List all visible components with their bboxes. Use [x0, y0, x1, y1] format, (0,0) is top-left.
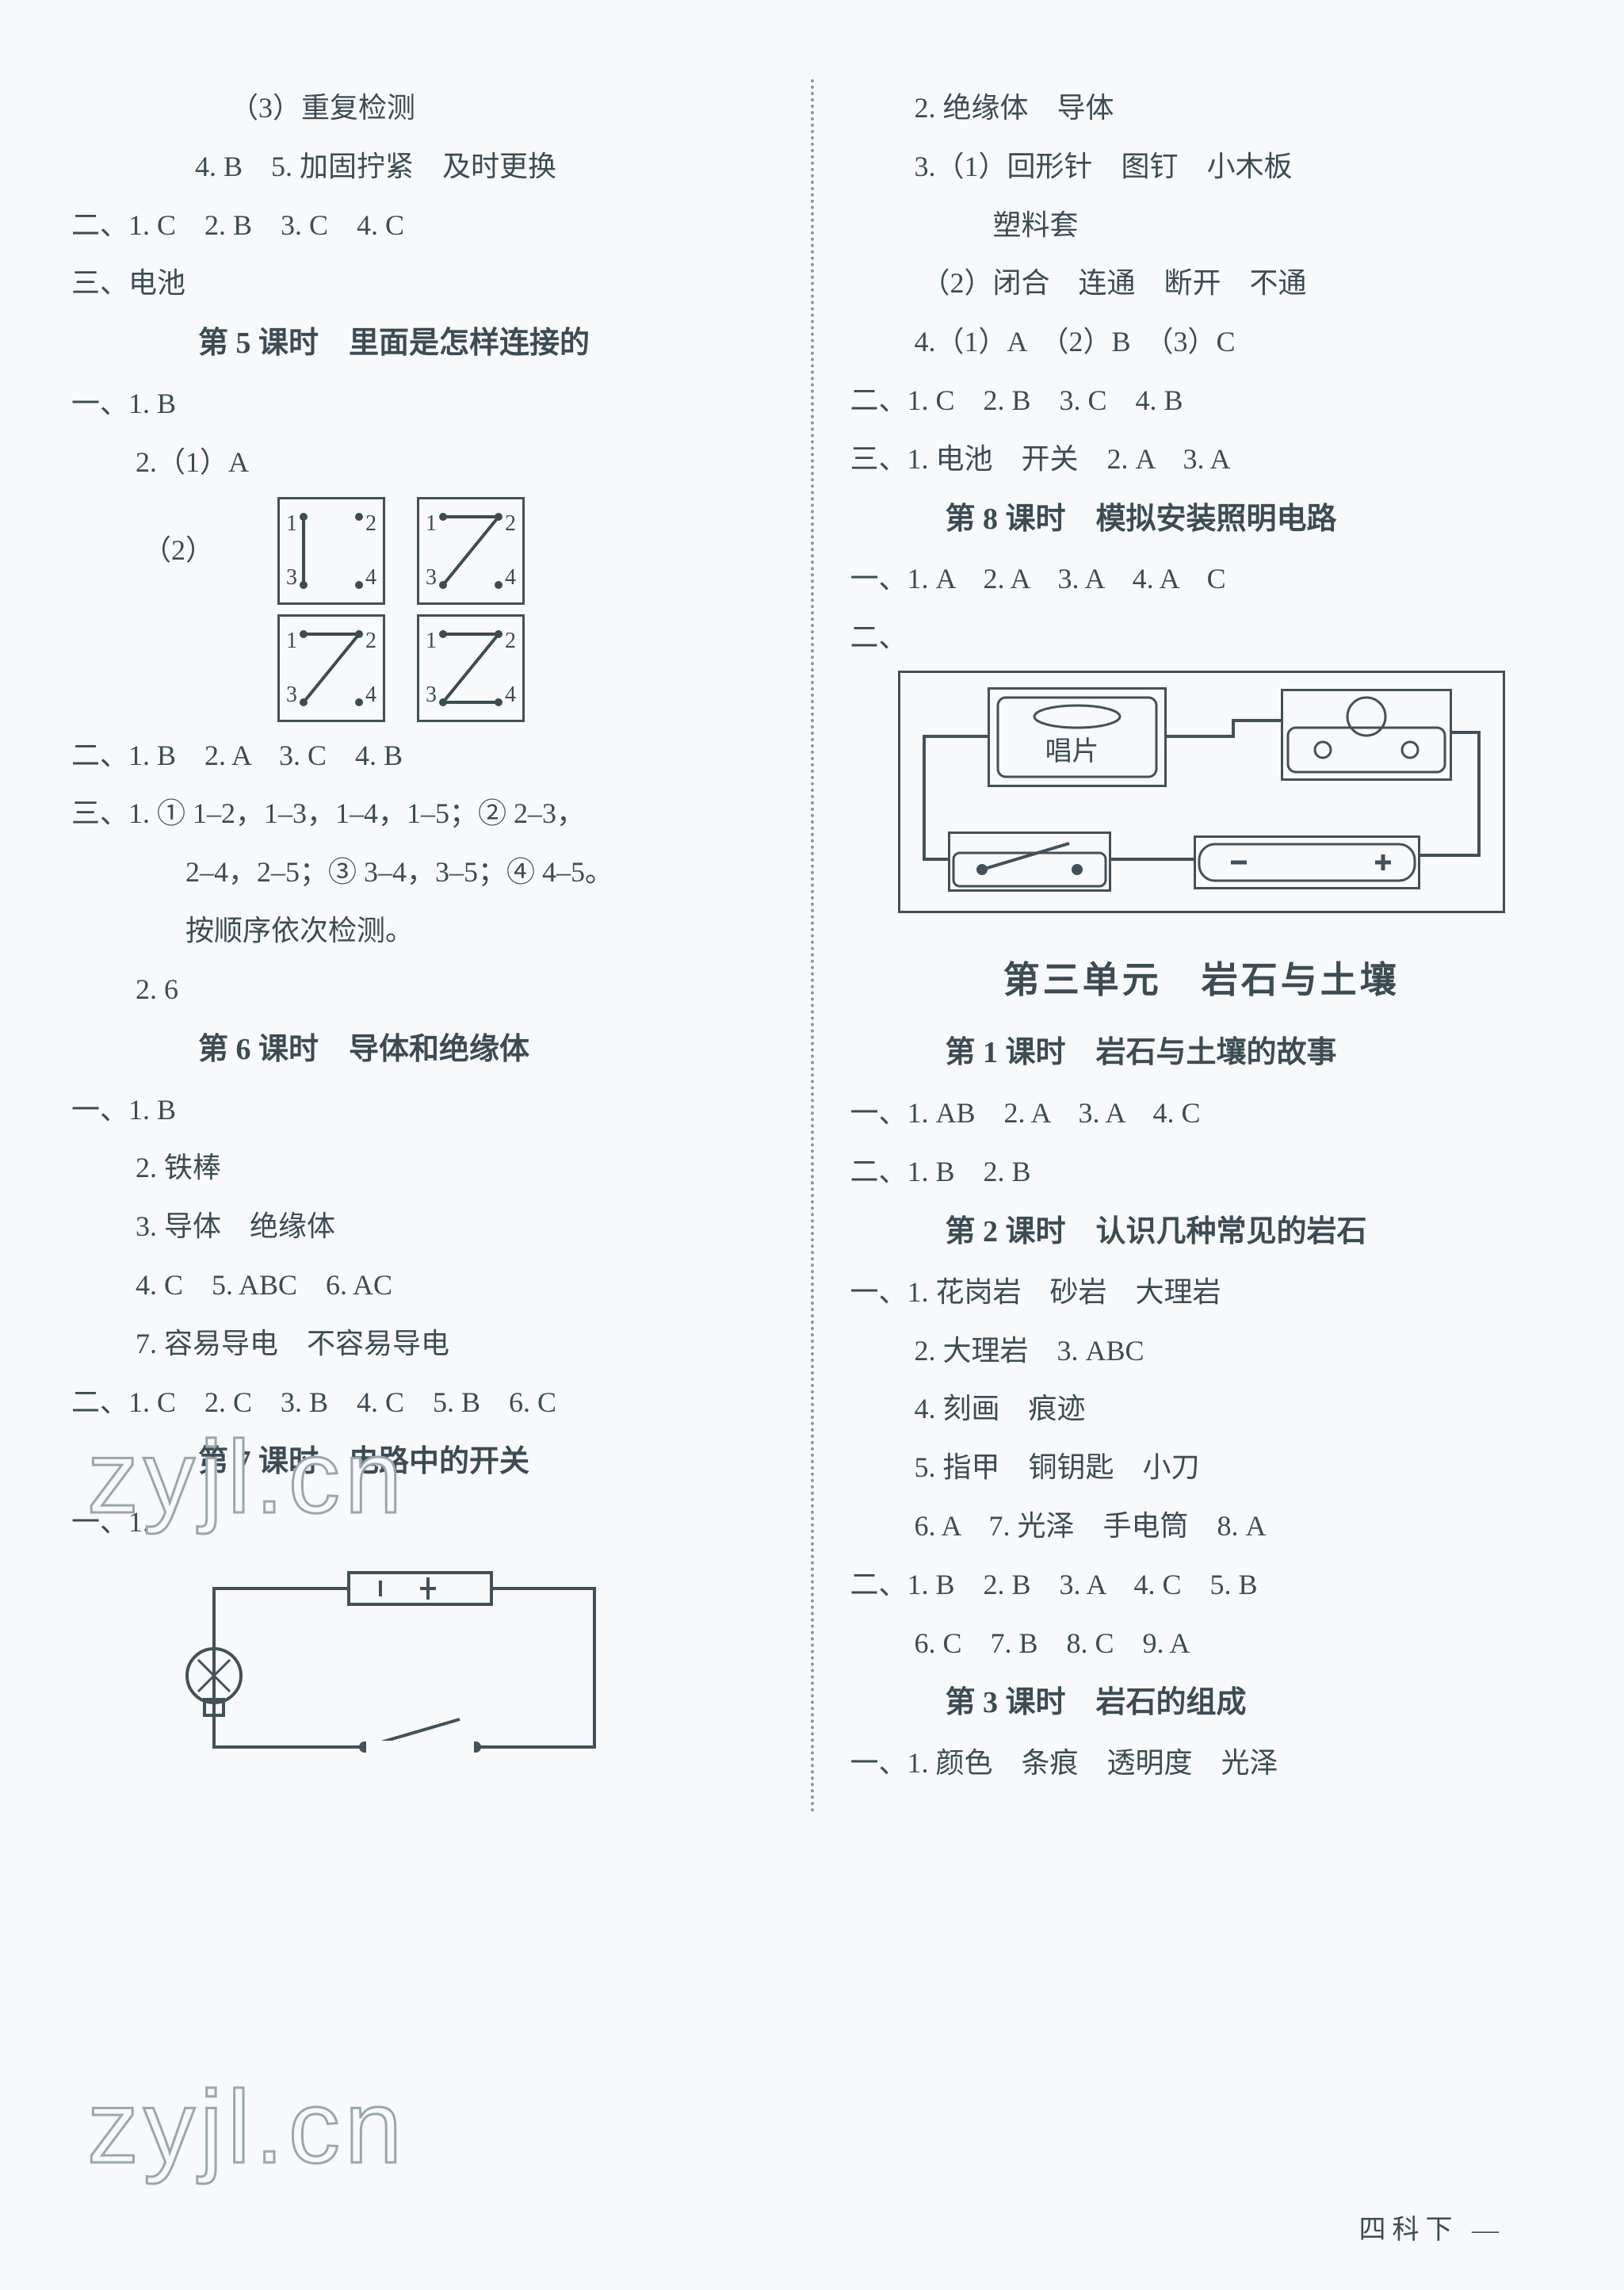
text-line: 三、电池 — [71, 254, 774, 313]
battery-component — [1194, 835, 1420, 889]
text-line: 5. 指甲 铜钥匙 小刀 — [850, 1439, 1553, 1497]
device-frame: 唱片 — [898, 671, 1505, 913]
text-line: 6. A 7. 光泽 手电筒 8. A — [850, 1497, 1553, 1556]
lighting-circuit-diagram: 唱片 — [850, 671, 1553, 913]
lamp-icon — [1283, 691, 1450, 778]
lamp-component — [1281, 689, 1452, 781]
lesson-heading: 第 6 课时 导体和绝缘体 — [71, 1019, 774, 1081]
text-line: 4. C 5. ABC 6. AC — [71, 1256, 774, 1315]
text-line: 二、 — [850, 609, 1553, 667]
text-line: 3.（1）回形针 图钉 小木板 — [850, 138, 1553, 197]
diagram-row: （2） 1 2 3 4 — [71, 492, 774, 610]
line-icon — [280, 499, 383, 602]
turntable-label: 唱片 — [1045, 724, 1099, 780]
connection-box: 1 2 3 4 — [417, 497, 525, 605]
text-line: 2. 绝缘体 导体 — [850, 79, 1553, 138]
connection-box: 1 2 3 4 — [277, 614, 385, 722]
lesson-heading: 第 8 课时 模拟安装照明电路 — [850, 489, 1553, 551]
text-line: 一、1. AB 2. A 3. A 4. C — [850, 1084, 1553, 1143]
connection-box: 1 2 3 4 — [277, 497, 385, 605]
watermark: zyjl.cn — [87, 2021, 407, 2233]
text-line: 2. 铁棒 — [71, 1139, 774, 1198]
text-line: 一、1. B — [71, 375, 774, 434]
text-line: （2） — [71, 522, 277, 580]
lesson-heading: 第 1 课时 岩石与土壤的故事 — [850, 1023, 1553, 1084]
text-line: 4. B 5. 加固拧紧 及时更换 — [71, 138, 774, 197]
lesson-heading: 第 3 课时 岩石的组成 — [850, 1673, 1553, 1734]
connection-diagram-row: 1 2 3 4 1 2 3 — [277, 497, 525, 605]
text-line: 2. 6 — [71, 961, 774, 1019]
text-line: 4.（1）A （2）B （3）C — [850, 313, 1553, 372]
text-line: 3. 导体 绝缘体 — [71, 1198, 774, 1256]
text-line: （2）闭合 连通 断开 不通 — [850, 254, 1553, 313]
text-line: 6. C 7. B 8. C 9. A — [850, 1615, 1553, 1673]
connection-diagram-row: 1 2 3 4 1 2 3 4 — [71, 614, 774, 722]
switch-component — [948, 832, 1111, 892]
unit-heading: 第三单元 岩石与土壤 — [850, 932, 1553, 1023]
connection-box: 1 2 3 4 — [417, 614, 525, 722]
lesson-heading: 第 5 课时 里面是怎样连接的 — [71, 313, 774, 375]
left-column: （3）重复检测 4. B 5. 加固拧紧 及时更换 二、1. C 2. B 3.… — [71, 79, 806, 1814]
line-icon — [419, 499, 522, 602]
text-line: 2. 大理岩 3. ABC — [850, 1322, 1553, 1381]
text-line: 二、1. B 2. B 3. A 4. C 5. B — [850, 1556, 1553, 1615]
switch-icon — [950, 834, 1109, 889]
text-line: 2.（1）A — [71, 434, 774, 492]
text-line: 一、1. 颜色 条痕 透明度 光泽 — [850, 1734, 1553, 1793]
text-line: 一、1. B — [71, 1081, 774, 1140]
column-divider — [811, 79, 814, 1814]
text-line: 二、1. B 2. B — [850, 1143, 1553, 1202]
text-line: 二、1. C 2. C 3. B 4. C 5. B 6. C — [71, 1374, 774, 1432]
text-line: 一、1. 花岗岩 砂岩 大理岩 — [850, 1264, 1553, 1322]
text-line: 一、1. A 2. A 3. A 4. A C — [850, 550, 1553, 609]
battery-icon — [1196, 838, 1418, 887]
circuit-icon — [182, 1557, 626, 1779]
text-line: 7. 容易导电 不容易导电 — [71, 1315, 774, 1374]
text-line: 二、1. C 2. B 3. C 4. B — [850, 372, 1553, 430]
text-line: 一、1. — [71, 1493, 774, 1552]
text-line: 按顺序依次检测。 — [71, 902, 774, 961]
two-column-layout: （3）重复检测 4. B 5. 加固拧紧 及时更换 二、1. C 2. B 3.… — [71, 79, 1553, 1814]
text-line: 塑料套 — [850, 197, 1553, 255]
lesson-heading: 第 2 课时 认识几种常见的岩石 — [850, 1202, 1553, 1264]
text-line: 三、1. 电池 开关 2. A 3. A — [850, 430, 1553, 489]
text-line: （3）重复检测 — [71, 79, 774, 138]
page-footer: 四科下 — — [1359, 2203, 1506, 2258]
turntable-component: 唱片 — [988, 687, 1167, 787]
answer-key-page: zyjl.cn zyjl.cn （3）重复检测 4. B 5. 加固拧紧 及时更… — [0, 0, 1624, 2290]
lesson-heading: 第 7 课时 电路中的开关 — [71, 1432, 774, 1493]
circuit-diagram — [71, 1557, 774, 1799]
right-column: 2. 绝缘体 导体 3.（1）回形针 图钉 小木板 塑料套 （2）闭合 连通 断… — [819, 79, 1553, 1814]
text-line: 4. 刻画 痕迹 — [850, 1380, 1553, 1439]
line-icon — [280, 617, 383, 720]
line-icon — [419, 617, 522, 720]
text-line: 二、1. C 2. B 3. C 4. C — [71, 197, 774, 255]
